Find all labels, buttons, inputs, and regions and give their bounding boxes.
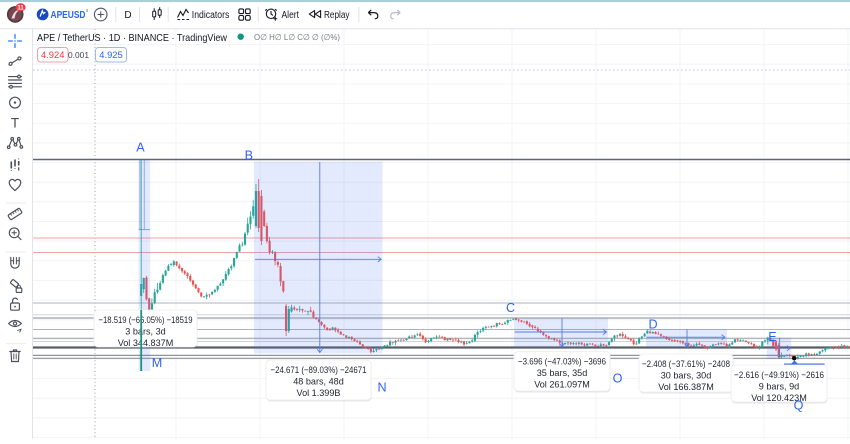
svg-text:Vol 1.399B: Vol 1.399B (297, 388, 341, 398)
svg-text:Alert: Alert (282, 10, 300, 21)
svg-text:M: M (152, 356, 163, 370)
svg-text:0.001: 0.001 (68, 50, 89, 60)
svg-text:−3.696 (−47.03%) −3696: −3.696 (−47.03%) −3696 (518, 357, 606, 368)
svg-text:35 bars, 35d: 35 bars, 35d (537, 368, 588, 378)
svg-text:Vol 166.387M: Vol 166.387M (658, 382, 714, 392)
svg-text:A: A (136, 141, 145, 155)
svg-text:Q: Q (794, 399, 804, 413)
svg-text:E: E (768, 330, 776, 344)
svg-text:Vol 261.097M: Vol 261.097M (534, 380, 590, 390)
svg-text:−18.519 (−66.05%) −18519: −18.519 (−66.05%) −18519 (99, 315, 193, 326)
svg-text:O: O (613, 372, 623, 386)
svg-text:Vol 120.423M: Vol 120.423M (751, 393, 807, 403)
svg-text:Vol 344.837M: Vol 344.837M (118, 338, 174, 348)
svg-text:T: T (11, 115, 19, 130)
svg-text:30 bars, 30d: 30 bars, 30d (661, 371, 712, 381)
svg-text:O∅ H∅ L∅ C∅ ∅ (∅%): O∅ H∅ L∅ C∅ ∅ (∅%) (254, 32, 340, 42)
svg-text:−2.616 (−49.91%) −2616: −2.616 (−49.91%) −2616 (734, 370, 824, 381)
svg-text:B: B (245, 148, 253, 162)
svg-text:N: N (377, 381, 386, 395)
svg-text:3 bars, 3d: 3 bars, 3d (125, 327, 165, 337)
svg-text:APEUSD: APEUSD (51, 10, 86, 21)
svg-text:C: C (506, 301, 515, 315)
svg-text:9 bars, 9d: 9 bars, 9d (759, 382, 799, 392)
svg-text:11: 11 (17, 6, 24, 12)
svg-text:4.925: 4.925 (99, 49, 122, 60)
svg-text:Replay: Replay (324, 10, 350, 21)
svg-text:D: D (648, 318, 657, 332)
svg-text:−2.408 (−37.61%) −2408: −2.408 (−37.61%) −2408 (642, 359, 730, 370)
svg-text:APE / TetherUS · 1D · BINANCE: APE / TetherUS · 1D · BINANCE · TradingV… (37, 33, 228, 44)
svg-text:Indicators: Indicators (192, 10, 230, 21)
svg-text:D: D (124, 10, 131, 21)
svg-text:−24.671 (−89.03%) −24671: −24.671 (−89.03%) −24671 (271, 365, 367, 376)
svg-text:4.924: 4.924 (41, 49, 64, 60)
svg-text:48 bars, 48d: 48 bars, 48d (293, 377, 344, 387)
